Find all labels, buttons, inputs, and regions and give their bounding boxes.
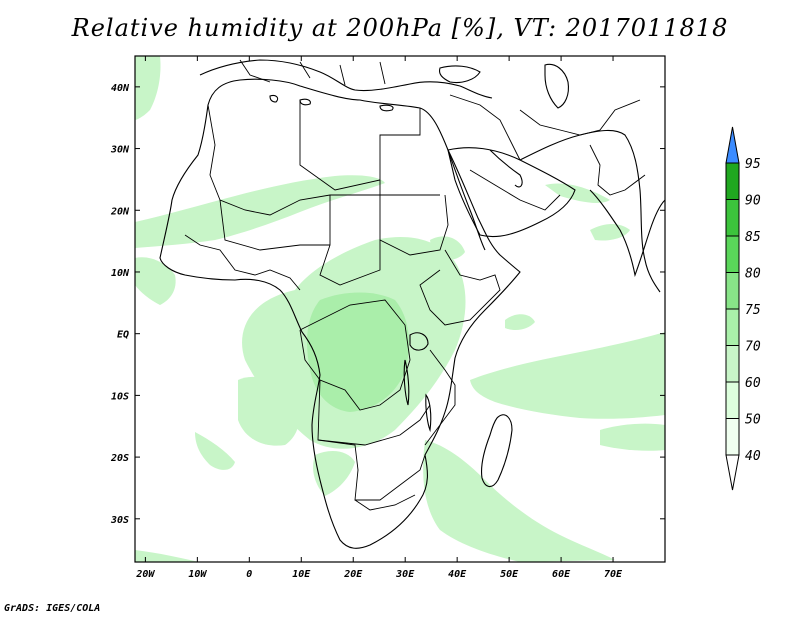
humidity-area-arabian-sea <box>590 224 630 241</box>
lon-tick-label: 50E <box>500 569 519 580</box>
border-niger-mali <box>219 199 330 251</box>
colorbar-level-label: 40 <box>745 449 761 464</box>
india-coast <box>589 189 665 277</box>
colorbar-level-label: 90 <box>745 194 761 209</box>
border-south-africa <box>354 494 416 511</box>
colorbar: 40 50 60 70 75 80 85 90 95 <box>725 126 761 491</box>
colorbar-level-label: 70 <box>745 340 761 355</box>
border-angola-zambia <box>317 379 431 446</box>
lat-tick-label: 10S <box>111 391 129 402</box>
map-title: Relative humidity at 200hPa [%], VT: 201… <box>71 14 729 42</box>
lat-tick-label: 30S <box>110 515 129 526</box>
colorbar-segment <box>725 235 740 273</box>
africa-coastline <box>159 78 521 549</box>
country-borders <box>184 59 646 511</box>
lake-victoria <box>409 332 429 351</box>
lat-tick-label: 30N <box>110 145 130 156</box>
colorbar-level-label: 60 <box>745 376 761 391</box>
red-sea <box>447 149 486 251</box>
colorbar-segment <box>725 199 740 237</box>
colorbar-segment <box>725 162 740 200</box>
humidity-area-middle-east-arc <box>545 183 610 203</box>
caspian-sea <box>544 63 569 109</box>
grads-credit: GrADS: IGES/COLA <box>4 603 101 614</box>
colorbar-segment <box>725 345 740 383</box>
border-arabia-internal <box>469 169 561 211</box>
colorbar-level-label: 95 <box>745 157 761 172</box>
lon-tick-label: 20W <box>135 569 155 580</box>
longitude-ticks: 20W 10W 0 10E 20E 30E 40E 50E 60E 70E <box>135 56 623 580</box>
lat-tick-label: 20S <box>110 453 129 464</box>
lat-tick-label: 20N <box>110 206 130 217</box>
black-sea <box>438 65 481 84</box>
lat-tick-label: 10N <box>111 268 130 279</box>
border-sahara-north <box>207 104 440 216</box>
border-europe-internal <box>239 59 386 86</box>
latitude-ticks: 40N 30N 20N 10N EQ 10S 20S 30S <box>110 83 665 526</box>
europe-coast <box>199 59 493 99</box>
lon-tick-label: 70E <box>604 569 623 580</box>
plot-frame <box>134 55 666 563</box>
persian-gulf <box>489 149 523 188</box>
lon-tick-label: 60E <box>552 569 571 580</box>
humidity-area-congo-core <box>307 292 409 412</box>
colorbar-level-label: 75 <box>745 303 761 318</box>
humidity-area-south-atlantic <box>195 432 235 470</box>
colorbar-level-label: 50 <box>745 413 761 428</box>
border-chad <box>319 195 381 286</box>
border-tanzania-mozambique <box>424 349 456 446</box>
colorbar-level-label: 85 <box>745 230 761 245</box>
colorbar-lower-extension <box>725 454 740 491</box>
colorbar-segment <box>725 418 740 456</box>
lon-tick-label: 0 <box>246 569 252 580</box>
humidity-area-sahara-east <box>430 236 465 260</box>
asia-coast <box>519 129 661 293</box>
border-ethiopia-kenya <box>419 249 501 326</box>
lon-tick-label: 10W <box>188 569 207 580</box>
mediterranean-islands <box>269 94 394 112</box>
colorbar-segment <box>725 381 740 419</box>
humidity-area-namibia-band <box>313 450 355 496</box>
border-namibia-botswana <box>317 439 426 501</box>
lon-tick-label: 30E <box>395 569 415 580</box>
madagascar <box>481 414 513 488</box>
humidity-area-somali-sea <box>505 314 535 330</box>
lon-tick-label: 20E <box>343 569 363 580</box>
humidity-area-angola-plume <box>238 376 300 446</box>
lon-tick-label: 10E <box>292 569 311 580</box>
lake-malawi <box>425 393 432 433</box>
lake-tanganyika <box>403 359 410 406</box>
humidity-area-indian-ocean-east <box>600 423 665 451</box>
border-turkey-iraq <box>449 94 521 161</box>
humidity-shading <box>135 56 665 562</box>
humidity-area-west-coast <box>135 257 176 305</box>
colorbar-segment <box>725 272 740 310</box>
lat-tick-label: EQ <box>117 330 129 341</box>
coastlines <box>159 59 665 549</box>
colorbar-upper-extension <box>725 126 740 164</box>
lat-tick-label: 40N <box>111 83 130 94</box>
lon-tick-label: 40E <box>448 569 467 580</box>
humidity-area-mozambique-channel-plume <box>423 440 615 562</box>
border-iran-afghanistan <box>519 99 641 136</box>
humidity-area-nw-atlantic <box>135 56 161 120</box>
colorbar-level-label: 80 <box>745 267 761 282</box>
humidity-area-sahel-band <box>135 175 385 248</box>
colorbar-segment <box>725 308 740 346</box>
border-sudan <box>379 180 449 256</box>
border-west-africa <box>184 234 301 291</box>
border-pakistan-india <box>589 144 646 196</box>
humidity-area-indian-ocean <box>470 332 665 419</box>
humidity-area-south-edge <box>135 550 200 562</box>
